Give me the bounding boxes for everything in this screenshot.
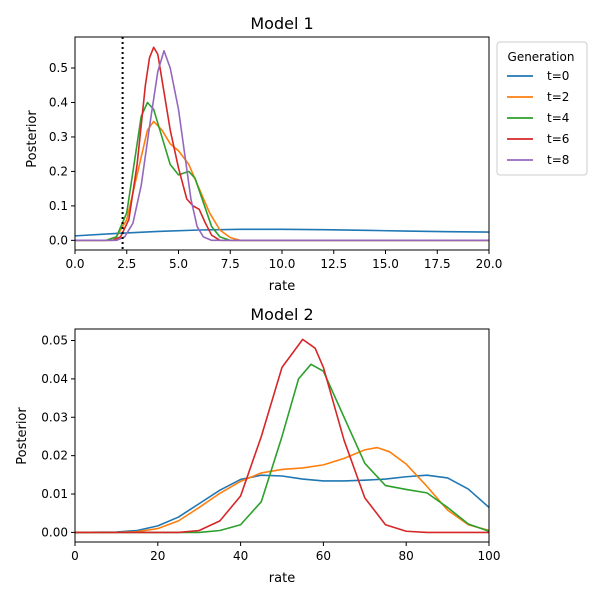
x-tick-label: 60 [316, 549, 331, 563]
y-tick-label: 0.5 [49, 61, 68, 75]
plot-frame [74, 36, 490, 251]
x-tick-label: 0.0 [65, 257, 84, 271]
x-tick-label: 5.0 [169, 257, 188, 271]
series-line-t4 [75, 101, 489, 242]
legend-title: Generation [508, 50, 575, 64]
x-axis-label: rate [269, 571, 295, 586]
x-tick-label: 20 [150, 549, 165, 563]
y-tick-label: 0.02 [41, 449, 68, 463]
legend-items: t=0 t=2 t=4 t=6 t=8 [507, 69, 569, 167]
series-line-t8 [75, 49, 489, 242]
chart-title: Model 2 [250, 305, 313, 324]
chart-model-2: Model 2 rate Posterior 0 20 40 60 80 100 0.00… [15, 305, 500, 586]
legend-label: t=2 [547, 90, 569, 104]
x-tick-label: 17.5 [424, 257, 451, 271]
y-tick-label: 0.03 [41, 410, 68, 424]
x-tick-label: 80 [399, 549, 414, 563]
y-tick-label: 0.01 [41, 487, 68, 501]
x-tick-label: 40 [233, 549, 248, 563]
legend-label: t=6 [547, 132, 569, 146]
legend-label: t=0 [547, 69, 569, 83]
y-tick-label: 0.0 [49, 233, 68, 247]
series-line-t0 [75, 474, 489, 534]
y-axis-label: Posterior [25, 110, 40, 168]
y-axis-label: Posterior [15, 407, 30, 465]
series-lines [75, 46, 489, 242]
legend: Generation t=0 t=2 t=4 t=6 t=8 [496, 41, 588, 176]
series-line-t6 [75, 338, 489, 534]
x-ticks: 0.0 2.5 5.0 7.5 10.0 12.5 15.0 17.5 20.0 [65, 250, 502, 271]
series-line-t2 [75, 446, 489, 534]
y-tick-label: 0.04 [41, 372, 68, 386]
y-tick-label: 0.1 [49, 199, 68, 213]
y-tick-label: 0.4 [49, 95, 68, 109]
x-axis-label: rate [269, 279, 295, 294]
x-ticks: 0 20 40 60 80 100 [71, 542, 500, 563]
x-tick-label: 12.5 [320, 257, 347, 271]
series-line-t6 [75, 46, 489, 242]
y-tick-label: 0.00 [41, 525, 68, 539]
series-line-t0 [75, 228, 489, 237]
chart-model-1: Model 1 rate Posterior 0.0 2.5 5.0 7.5 10.0 1… [25, 14, 588, 294]
x-tick-label: 15.0 [372, 257, 399, 271]
x-tick-label: 100 [478, 549, 501, 563]
series-line-t2 [75, 120, 489, 242]
x-tick-label: 2.5 [117, 257, 136, 271]
series-line-t4 [75, 363, 489, 534]
chart-title: Model 1 [250, 14, 313, 33]
x-tick-label: 10.0 [269, 257, 296, 271]
y-tick-label: 0.3 [49, 130, 68, 144]
y-tick-label: 0.2 [49, 164, 68, 178]
y-ticks: 0.00 0.01 0.02 0.03 0.04 0.05 [41, 334, 75, 539]
series-lines [75, 338, 489, 534]
y-ticks: 0.0 0.1 0.2 0.3 0.4 0.5 [49, 61, 75, 247]
plot-frame [74, 328, 490, 543]
legend-label: t=4 [547, 111, 569, 125]
x-tick-label: 7.5 [221, 257, 240, 271]
x-tick-label: 0 [71, 549, 79, 563]
legend-label: t=8 [547, 153, 569, 167]
x-tick-label: 20.0 [476, 257, 503, 271]
y-tick-label: 0.05 [41, 334, 68, 348]
